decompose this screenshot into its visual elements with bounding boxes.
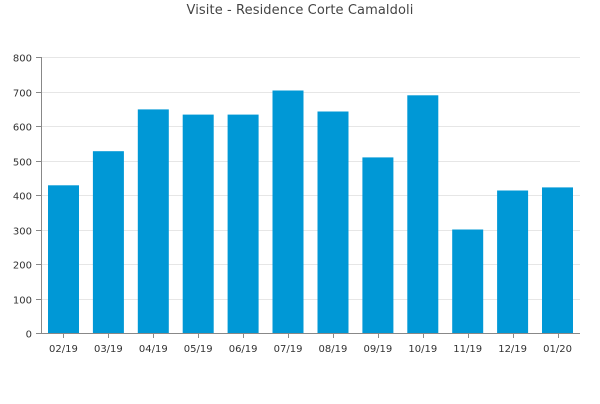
- x-tick-label: 02/19: [49, 344, 78, 355]
- bar-07-19: [272, 90, 304, 333]
- y-tick-label: 700: [13, 89, 32, 100]
- x-tick-label: 11/19: [453, 344, 482, 355]
- chart-title: Visite - Residence Corte Camaldoli: [186, 3, 414, 18]
- bar-09-19: [362, 157, 394, 333]
- x-tick-label: 07/19: [274, 344, 303, 355]
- x-tick-label: 06/19: [229, 344, 258, 355]
- x-tick-label: 09/19: [363, 344, 392, 355]
- bar-05-19: [182, 114, 214, 333]
- axes: [36, 57, 580, 338]
- y-tick-label: 600: [13, 123, 32, 134]
- x-tick-label: 03/19: [94, 344, 123, 355]
- bar-02-19: [48, 185, 79, 333]
- x-tick-label: 01/20: [543, 344, 572, 355]
- grid-lines: [41, 57, 580, 300]
- bar-11-19: [452, 229, 484, 333]
- y-tick-label: 500: [13, 158, 32, 169]
- x-tick-label: 08/19: [319, 344, 348, 355]
- bars: [48, 90, 573, 334]
- bar-01-20: [542, 187, 573, 333]
- y-tick-label: 0: [26, 330, 32, 341]
- bar-04-19: [137, 109, 169, 334]
- bar-06-19: [227, 114, 259, 333]
- tick-labels: 0 100 200 300 400 500 600 700 800 02/19 03/19 04/19…: [13, 54, 572, 356]
- y-tick-label: 400: [13, 192, 32, 203]
- bar-10-19: [407, 95, 439, 333]
- bar-03-19: [92, 151, 124, 333]
- bar-08-19: [317, 111, 349, 333]
- x-tick-label: 10/19: [408, 344, 437, 355]
- y-tick-label: 200: [13, 261, 32, 272]
- bar-12-19: [497, 190, 529, 333]
- y-tick-label: 300: [13, 227, 32, 238]
- y-tick-label: 100: [13, 296, 32, 307]
- x-tick-label: 04/19: [139, 344, 168, 355]
- x-tick-label: 05/19: [184, 344, 213, 355]
- y-tick-label: 800: [13, 54, 32, 65]
- x-tick-label: 12/19: [498, 344, 527, 355]
